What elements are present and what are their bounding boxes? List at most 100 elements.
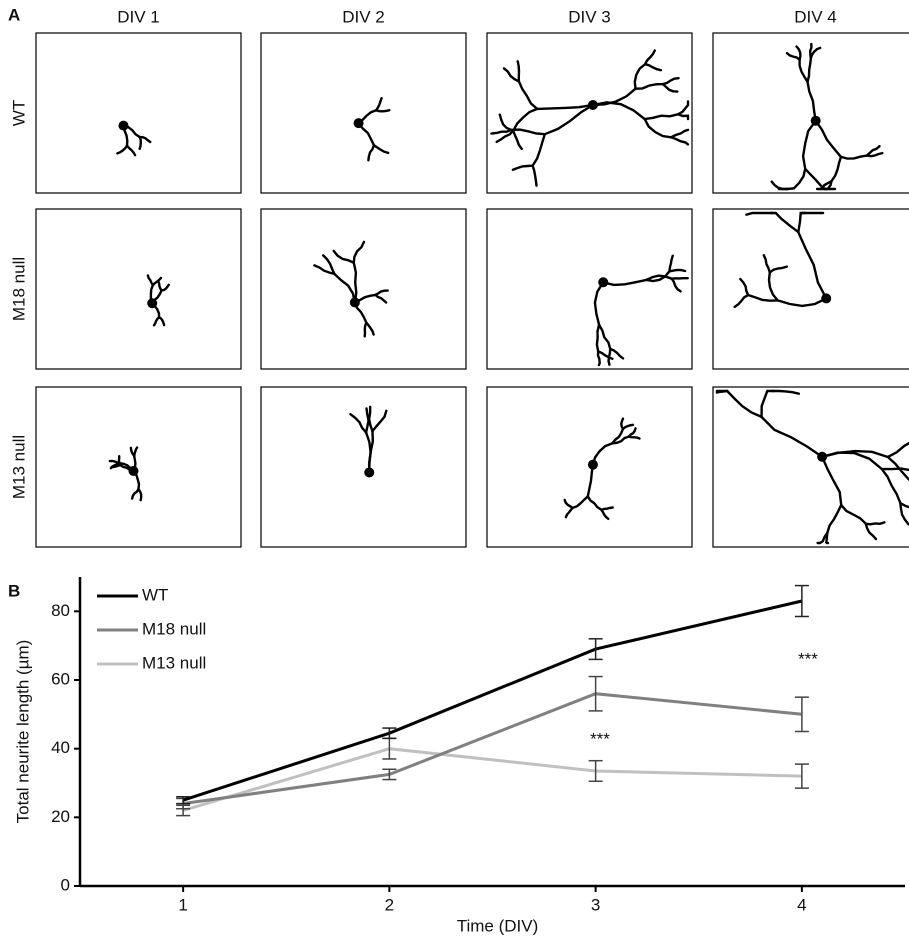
neurite [760, 389, 774, 419]
neurite [661, 82, 679, 93]
neurite [611, 435, 630, 445]
neurite [760, 415, 824, 459]
neurite [768, 265, 788, 274]
row-label: M18 null [9, 257, 28, 321]
column-header: DIV 4 [794, 7, 837, 26]
neurite [880, 467, 909, 472]
neurite [375, 97, 383, 112]
y-tick-label: 20 [51, 807, 70, 826]
neurite [160, 283, 170, 292]
neurite [151, 302, 161, 319]
neurite [151, 289, 163, 305]
neurite [745, 211, 773, 216]
column-header: DIV 1 [117, 7, 160, 26]
neurite [620, 417, 625, 431]
neurite [798, 58, 809, 83]
row-label: M13 null [9, 435, 28, 499]
row-label: WT [9, 100, 28, 126]
neurite [146, 274, 155, 287]
neurite [830, 155, 843, 183]
image-frame [260, 386, 467, 548]
series-line [182, 599, 803, 802]
neurite [531, 133, 546, 167]
neurite [517, 80, 539, 111]
neurite [595, 323, 601, 353]
neurite [864, 522, 878, 541]
neurite [122, 124, 141, 139]
neurite [129, 446, 136, 458]
neurite [137, 487, 143, 502]
neuron-tracing [733, 211, 832, 309]
neurite [814, 119, 843, 158]
error-bar [382, 768, 397, 781]
neuron-tracing [313, 240, 389, 338]
neurite [543, 103, 595, 136]
neurite [149, 284, 154, 305]
image-frame [486, 208, 693, 370]
neurite [333, 272, 357, 304]
neurite [803, 167, 826, 191]
image-frame [712, 386, 909, 548]
neuron-tracing [593, 254, 689, 367]
error-bar [588, 759, 603, 783]
neurite [332, 249, 356, 264]
image-frame [35, 208, 242, 370]
y-tick-label: 0 [61, 875, 70, 894]
x-tick-label: 1 [178, 895, 187, 914]
neurite [726, 389, 763, 419]
significance: *** [590, 729, 610, 748]
neurite [771, 389, 800, 395]
neurite [601, 278, 648, 287]
neurite [591, 87, 637, 107]
neurite [797, 230, 828, 300]
neuron-tracing [116, 120, 152, 157]
neurite [118, 462, 135, 473]
panel-label: A [8, 5, 20, 24]
series-line [182, 747, 802, 812]
image-frame [35, 386, 242, 548]
panel-label: B [8, 581, 20, 600]
neurite [564, 506, 574, 519]
image-frame [260, 32, 467, 194]
neurite [806, 80, 817, 122]
neurite [739, 277, 750, 297]
neurite [643, 113, 680, 121]
neurite [586, 495, 603, 511]
neurite [367, 144, 376, 162]
x-tick-label: 3 [591, 895, 600, 914]
neuron-tracing [563, 417, 641, 521]
neurite [125, 144, 137, 157]
neuron-tracing [715, 389, 909, 545]
neurite [118, 463, 135, 473]
neurite [510, 128, 546, 136]
neurite [762, 254, 772, 274]
neurite [122, 124, 129, 147]
column-header: DIV 3 [568, 7, 611, 26]
neurite [839, 503, 868, 525]
neurite [502, 67, 521, 83]
neurite [600, 508, 610, 521]
neurite [621, 423, 635, 431]
neurite [132, 455, 137, 473]
neurite [880, 467, 902, 505]
neurite [596, 350, 601, 367]
neurite [669, 128, 690, 139]
neurite [152, 315, 161, 327]
error-bar [176, 795, 191, 805]
x-tick-label: 4 [797, 895, 806, 914]
neurite [349, 413, 368, 434]
neurite [645, 270, 671, 283]
neurite [511, 164, 534, 171]
neurite [600, 506, 614, 511]
neurite [669, 136, 690, 146]
neurite [512, 107, 539, 132]
x-tick-label: 2 [385, 895, 394, 914]
neurite [627, 427, 637, 438]
neurite [357, 121, 376, 147]
neurite [609, 347, 625, 360]
neurite [899, 501, 909, 526]
neurite [516, 60, 521, 83]
legend-label: M13 null [142, 653, 206, 672]
neurite [634, 82, 665, 90]
